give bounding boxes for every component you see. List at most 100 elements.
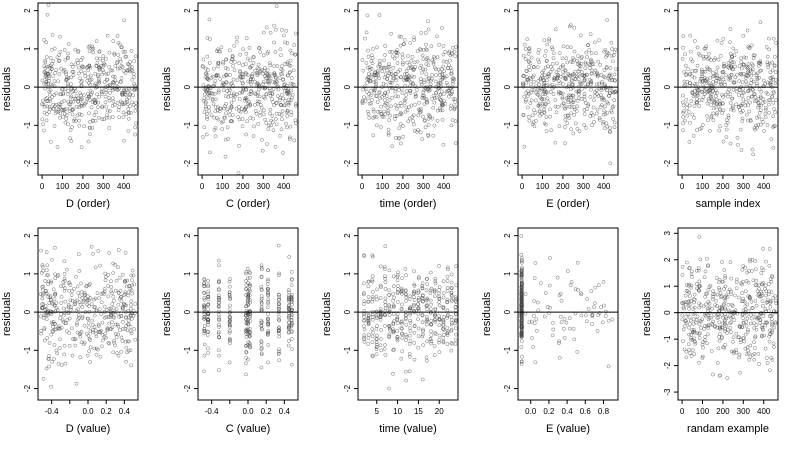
data-point	[265, 68, 270, 72]
data-point	[369, 74, 374, 79]
data-point	[287, 290, 291, 295]
data-point	[47, 364, 51, 369]
data-point	[388, 50, 392, 54]
data-point	[67, 109, 72, 114]
data-point	[584, 50, 589, 55]
data-point	[748, 343, 753, 348]
data-point	[608, 85, 612, 90]
data-point	[391, 284, 396, 289]
data-point	[424, 62, 429, 66]
data-point	[48, 139, 53, 144]
data-point	[44, 268, 49, 273]
data-point	[553, 140, 558, 145]
data-point	[594, 72, 599, 77]
data-point	[575, 260, 580, 265]
data-point	[56, 324, 61, 329]
data-point	[754, 81, 759, 86]
data-point	[408, 318, 412, 323]
data-point	[695, 286, 699, 291]
data-point	[375, 94, 379, 98]
data-point	[278, 133, 283, 138]
data-point	[277, 318, 282, 323]
data-point	[229, 59, 234, 64]
data-point	[206, 68, 210, 72]
data-point	[543, 291, 548, 295]
data-point	[424, 319, 429, 324]
data-point	[247, 283, 252, 288]
data-point	[216, 49, 221, 54]
data-point	[279, 64, 284, 69]
data-point	[691, 307, 696, 311]
data-point	[683, 293, 688, 298]
data-point	[550, 67, 555, 72]
data-point	[214, 73, 219, 78]
data-point	[408, 91, 413, 95]
data-point	[519, 333, 524, 338]
data-point	[700, 123, 705, 127]
data-point	[257, 94, 262, 99]
data-point	[279, 127, 284, 132]
data-point	[93, 118, 98, 123]
data-point	[596, 313, 601, 317]
data-point	[201, 135, 205, 139]
data-point	[437, 285, 442, 289]
data-point	[757, 87, 762, 92]
data-point	[126, 318, 131, 323]
data-point	[255, 82, 260, 86]
data-point	[132, 59, 136, 63]
data-point	[590, 322, 594, 326]
data-point	[88, 73, 93, 78]
data-point	[128, 104, 132, 109]
data-point	[769, 137, 774, 142]
data-point	[705, 306, 710, 311]
data-point	[93, 265, 98, 270]
data-point	[121, 327, 125, 331]
data-point	[266, 343, 271, 347]
data-point	[525, 89, 530, 94]
data-point	[586, 103, 591, 108]
data-point	[392, 295, 396, 300]
data-point	[58, 111, 63, 116]
data-point	[61, 306, 66, 311]
data-point	[286, 288, 291, 292]
data-point	[583, 100, 588, 105]
data-point	[128, 311, 133, 315]
data-point	[277, 358, 282, 363]
data-point	[112, 298, 116, 303]
data-point	[276, 87, 281, 92]
data-point	[519, 259, 524, 264]
data-point	[264, 121, 269, 125]
data-point	[453, 97, 457, 102]
data-point	[245, 119, 249, 124]
data-point	[123, 70, 128, 75]
data-point	[229, 106, 233, 110]
data-point	[602, 126, 607, 131]
data-point	[557, 51, 562, 55]
data-point	[588, 95, 593, 99]
data-point	[371, 133, 376, 138]
data-point	[255, 101, 260, 106]
y-tick-label: 2	[183, 8, 192, 13]
data-point	[722, 296, 727, 301]
data-point	[269, 118, 273, 123]
data-point	[248, 327, 252, 331]
data-point	[413, 102, 417, 107]
data-point	[49, 66, 54, 71]
data-point	[62, 276, 67, 281]
data-point	[92, 313, 97, 318]
data-point	[277, 307, 282, 311]
data-point	[374, 313, 379, 318]
data-point	[583, 60, 588, 65]
data-point	[717, 128, 722, 133]
data-point	[440, 73, 445, 78]
data-point	[44, 55, 49, 59]
y-axis-label: residuals	[1, 66, 13, 111]
y-tick-label: 0	[183, 84, 192, 89]
data-point	[365, 13, 370, 18]
data-point	[268, 111, 272, 116]
data-point	[735, 311, 740, 316]
data-point	[416, 275, 421, 279]
data-point	[532, 276, 537, 281]
data-point	[432, 288, 437, 292]
